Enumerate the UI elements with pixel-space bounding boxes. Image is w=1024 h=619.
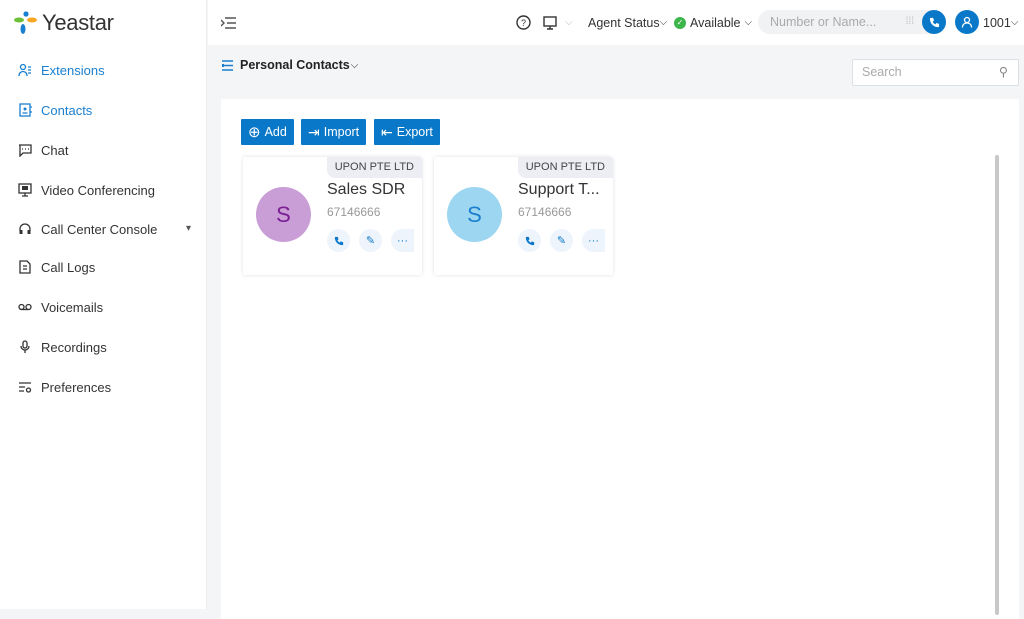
sidebar-item-preferences[interactable]: Preferences <box>0 372 207 402</box>
edit-contact-button[interactable]: ✎ <box>359 229 382 252</box>
company-tag: UPON PTE LTD <box>326 157 422 178</box>
yeastar-logo[interactable]: Yeastar <box>13 10 114 36</box>
search-icon: ⚲ <box>998 65 1008 79</box>
chevron-down-icon: ⌵ <box>1010 17 1019 28</box>
call-log-icon <box>19 260 31 274</box>
scrollbar[interactable] <box>995 155 999 615</box>
contact-avatar: S <box>447 187 502 242</box>
chevron-down-icon: ⌵ <box>659 17 668 28</box>
sidebar-item-video-conferencing[interactable]: Video Conferencing <box>0 175 207 205</box>
contacts-panel: ⊕ Add ⇥ Import ⇤ Export UPON PTE LTD S Sale… <box>221 99 1019 619</box>
contact-number: 67146666 <box>518 205 572 219</box>
agent-status-dropdown[interactable]: Agent Status ⌵ <box>588 15 668 30</box>
microphone-icon <box>20 340 30 353</box>
sidebar-item-call-center-console[interactable]: Call Center Console ▾ <box>0 214 207 244</box>
user-icon <box>961 16 973 28</box>
contact-name: Support T... <box>518 181 600 198</box>
help-icon[interactable]: ? <box>516 0 531 45</box>
chevron-down-icon[interactable]: ▾ <box>185 223 191 234</box>
export-icon: ⇤ <box>381 123 393 140</box>
sidebar-item-call-logs[interactable]: Call Logs <box>0 252 207 282</box>
more-options-button[interactable]: ··· <box>391 229 414 252</box>
voicemail-icon <box>18 303 32 311</box>
sidebar-item-voicemails[interactable]: Voicemails <box>0 292 207 322</box>
sidebar-item-chat[interactable]: Chat <box>0 135 207 165</box>
contact-number: 67146666 <box>327 205 381 219</box>
phone-icon <box>525 236 534 245</box>
svg-text:?: ? <box>521 18 526 28</box>
contacts-icon <box>19 103 32 117</box>
more-options-button[interactable]: ··· <box>582 229 605 252</box>
import-icon: ⇥ <box>308 123 320 140</box>
chevron-down-icon: ⌵ <box>565 17 573 28</box>
pencil-icon: ✎ <box>556 235 567 247</box>
headset-icon <box>19 223 31 234</box>
add-button[interactable]: ⊕ Add <box>241 119 294 145</box>
call-contact-button[interactable] <box>518 229 541 252</box>
chevron-down-icon: ⌵ <box>744 17 753 28</box>
call-button[interactable] <box>922 10 946 34</box>
availability-dropdown[interactable]: ✓ Available ⌵ <box>674 0 752 45</box>
chat-icon <box>19 144 32 157</box>
device-selector[interactable]: ⌵ <box>543 0 573 45</box>
import-button[interactable]: ⇥ Import <box>301 119 367 145</box>
contacts-type-dropdown[interactable]: Personal Contacts ⌵ <box>221 58 358 72</box>
phone-icon <box>334 236 343 245</box>
search-input[interactable]: Search ⚲ <box>852 59 1019 86</box>
pencil-icon: ✎ <box>365 235 376 247</box>
contact-avatar: S <box>256 187 311 242</box>
sidebar-item-recordings[interactable]: Recordings <box>0 332 207 362</box>
plus-circle-icon: ⊕ <box>248 124 261 141</box>
preferences-icon <box>19 382 32 393</box>
edit-contact-button[interactable]: ✎ <box>550 229 573 252</box>
collapse-menu-icon[interactable] <box>221 0 236 45</box>
more-icon: ··· <box>397 234 408 247</box>
chevron-down-icon: ⌵ <box>350 59 359 71</box>
dial-input[interactable]: Number or Name... ⁞⁞⁞ <box>758 10 946 34</box>
contacts-list-icon <box>222 59 233 71</box>
check-circle-icon: ✓ <box>674 16 686 29</box>
more-icon: ··· <box>588 234 599 247</box>
sidebar-item-extensions[interactable]: Extensions <box>0 55 207 85</box>
logo-icon <box>14 11 37 34</box>
monitor-icon <box>18 183 32 197</box>
contact-card[interactable]: UPON PTE LTD S Sales SDR 67146666 ✎ ··· <box>243 157 422 275</box>
dialpad-icon[interactable]: ⁞⁞⁞ <box>905 16 914 27</box>
phone-icon <box>929 17 939 27</box>
user-menu[interactable]: 1001 ⌵ <box>983 15 1019 30</box>
contact-name: Sales SDR <box>327 181 406 198</box>
avatar[interactable] <box>955 10 979 34</box>
call-contact-button[interactable] <box>327 229 350 252</box>
sidebar: Yeastar Extensions Contacts Chat Video Conf… <box>0 0 207 609</box>
sidebar-item-contacts[interactable]: Contacts <box>0 95 207 125</box>
user-list-icon <box>18 63 31 77</box>
contact-card[interactable]: UPON PTE LTD S Support T... 67146666 ✎ ·… <box>434 157 613 275</box>
company-tag: UPON PTE LTD <box>517 157 613 178</box>
export-button[interactable]: ⇤ Export <box>374 119 440 145</box>
